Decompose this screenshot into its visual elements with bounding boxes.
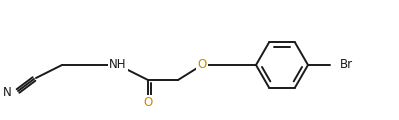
Text: O: O (198, 59, 207, 72)
Text: N: N (3, 85, 12, 99)
Text: Br: Br (340, 59, 353, 72)
Text: O: O (143, 96, 153, 108)
Text: NH: NH (109, 59, 127, 72)
